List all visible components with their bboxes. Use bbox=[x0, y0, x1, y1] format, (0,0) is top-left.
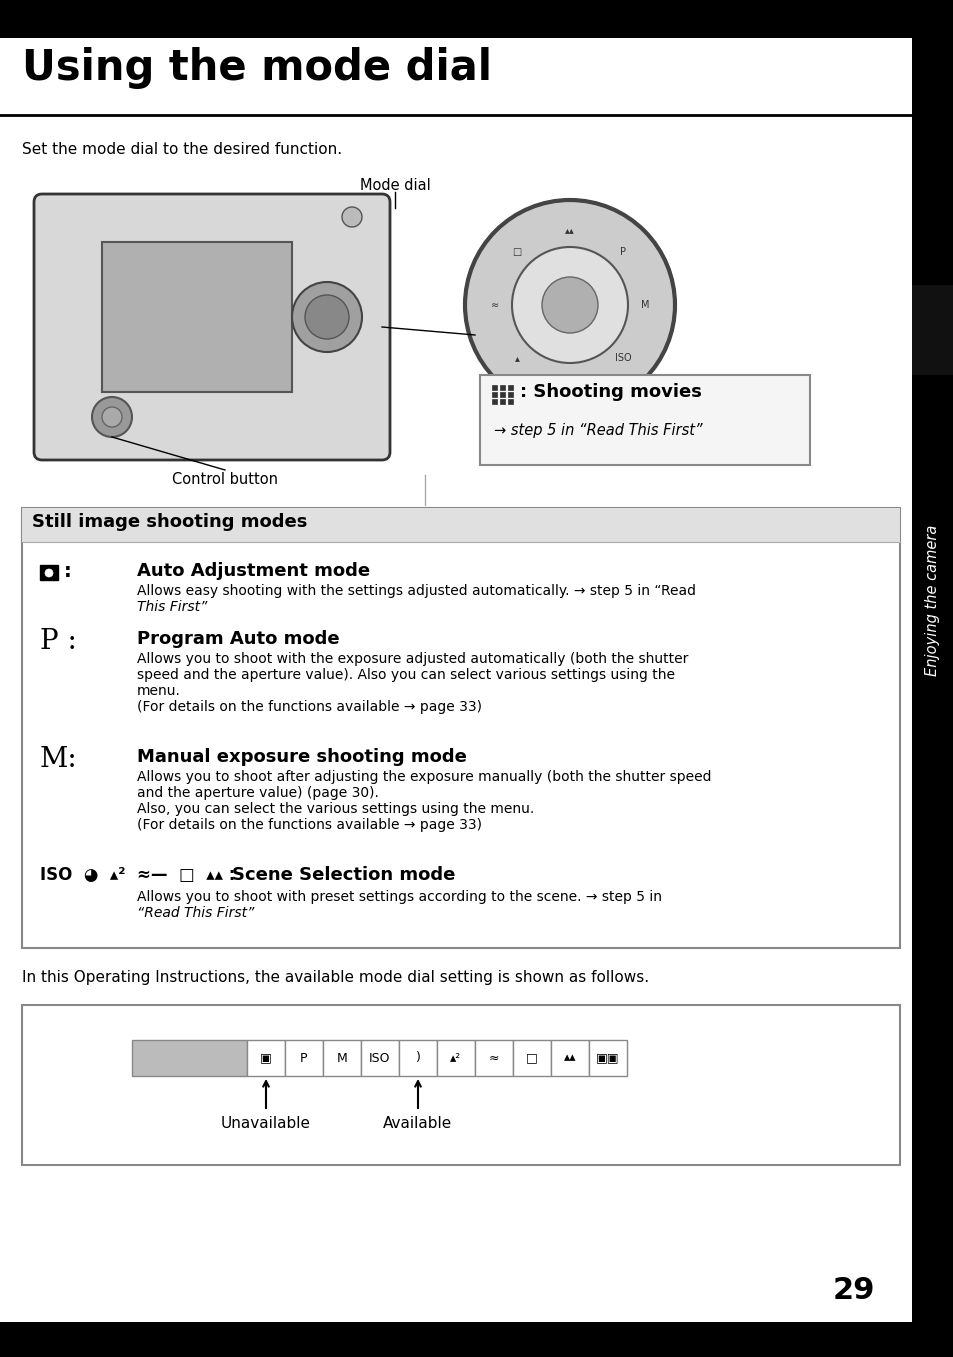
Text: menu.: menu. bbox=[137, 684, 181, 697]
Bar bbox=[492, 392, 497, 398]
Bar bbox=[102, 242, 292, 392]
Text: speed and the aperture value). Also you can select various settings using the: speed and the aperture value). Also you … bbox=[137, 668, 675, 683]
Text: ISO: ISO bbox=[614, 353, 631, 364]
Circle shape bbox=[341, 208, 361, 227]
Text: :: : bbox=[64, 562, 71, 581]
Bar bbox=[911, 0, 953, 1357]
Text: Allows easy shooting with the settings adjusted automatically. → step 5 in “Read: Allows easy shooting with the settings a… bbox=[137, 584, 696, 598]
Text: M: M bbox=[640, 300, 649, 309]
Text: 29: 29 bbox=[832, 1276, 874, 1305]
Circle shape bbox=[292, 282, 361, 351]
Text: P :: P : bbox=[40, 628, 77, 655]
Text: ): ) bbox=[416, 1052, 420, 1064]
Text: This First”: This First” bbox=[137, 600, 207, 613]
Bar bbox=[22, 508, 899, 541]
Bar bbox=[499, 385, 504, 389]
Text: □: □ bbox=[525, 1052, 537, 1064]
Text: Mode dial: Mode dial bbox=[359, 178, 430, 193]
Bar bbox=[499, 392, 504, 398]
Text: (For details on the functions available → page 33): (For details on the functions available … bbox=[137, 818, 481, 832]
Text: Still image shooting modes: Still image shooting modes bbox=[32, 513, 307, 531]
Text: Auto Adjustment mode: Auto Adjustment mode bbox=[137, 562, 370, 579]
Circle shape bbox=[102, 407, 122, 427]
Circle shape bbox=[464, 199, 675, 410]
Bar bbox=[507, 399, 513, 404]
Text: ▴▴: ▴▴ bbox=[563, 1052, 576, 1064]
Text: P: P bbox=[619, 247, 625, 256]
Text: Allows you to shoot with preset settings according to the scene. → step 5 in: Allows you to shoot with preset settings… bbox=[137, 890, 661, 904]
Text: M:: M: bbox=[40, 746, 77, 773]
Text: Allows you to shoot after adjusting the exposure manually (both the shutter spee: Allows you to shoot after adjusting the … bbox=[137, 769, 711, 784]
Text: Set the mode dial to the desired function.: Set the mode dial to the desired functio… bbox=[22, 142, 342, 157]
Text: and the aperture value) (page 30).: and the aperture value) (page 30). bbox=[137, 786, 378, 801]
Text: ▴: ▴ bbox=[514, 353, 518, 364]
Text: Scene Selection mode: Scene Selection mode bbox=[232, 866, 455, 883]
Bar bbox=[492, 385, 497, 389]
Bar bbox=[323, 1039, 360, 1076]
Bar bbox=[0, 0, 953, 38]
Text: : Shooting movies: : Shooting movies bbox=[519, 383, 701, 402]
Bar bbox=[360, 1039, 398, 1076]
Circle shape bbox=[305, 294, 349, 339]
Bar bbox=[551, 1039, 588, 1076]
Text: ≈: ≈ bbox=[491, 300, 498, 309]
Bar bbox=[22, 508, 899, 949]
Text: Also, you can select the various settings using the menu.: Also, you can select the various setting… bbox=[137, 802, 534, 816]
Text: M: M bbox=[336, 1052, 347, 1064]
Text: Unavailable: Unavailable bbox=[221, 1115, 311, 1130]
Bar bbox=[588, 1039, 626, 1076]
Text: ▴²: ▴² bbox=[450, 1052, 461, 1064]
Bar bbox=[247, 1039, 285, 1076]
Bar bbox=[285, 1039, 323, 1076]
Circle shape bbox=[91, 398, 132, 437]
Bar bbox=[513, 1039, 551, 1076]
Text: Available: Available bbox=[383, 1115, 452, 1130]
Text: ▴▴: ▴▴ bbox=[564, 225, 575, 235]
Circle shape bbox=[512, 247, 627, 364]
Bar bbox=[507, 392, 513, 398]
Text: ▣▣: ▣▣ bbox=[596, 1052, 619, 1064]
Bar bbox=[475, 1039, 513, 1076]
Text: In this Operating Instructions, the available mode dial setting is shown as foll: In this Operating Instructions, the avai… bbox=[22, 970, 648, 985]
Text: ≈: ≈ bbox=[488, 1052, 498, 1064]
Text: Manual exposure shooting mode: Manual exposure shooting mode bbox=[137, 748, 466, 765]
Bar bbox=[911, 285, 953, 375]
Text: ▣: ▣ bbox=[260, 1052, 272, 1064]
Text: Allows you to shoot with the exposure adjusted automatically (both the shutter: Allows you to shoot with the exposure ad… bbox=[137, 651, 688, 666]
Text: □: □ bbox=[512, 247, 521, 256]
Text: “Read This First”: “Read This First” bbox=[137, 906, 254, 920]
Text: Enjoying the camera: Enjoying the camera bbox=[924, 524, 940, 676]
Text: (For details on the functions available → page 33): (For details on the functions available … bbox=[137, 700, 481, 714]
Bar bbox=[507, 385, 513, 389]
Bar bbox=[436, 1039, 475, 1076]
Bar bbox=[40, 565, 58, 579]
Text: ISO: ISO bbox=[369, 1052, 391, 1064]
Text: Program Auto mode: Program Auto mode bbox=[137, 630, 339, 649]
Bar bbox=[22, 1006, 899, 1166]
Text: ISO  ◕  ▴²  ≈—  □  ▴▴ :: ISO ◕ ▴² ≈— □ ▴▴ : bbox=[40, 866, 235, 883]
Text: P: P bbox=[300, 1052, 308, 1064]
Bar bbox=[479, 375, 809, 465]
Bar bbox=[132, 1039, 247, 1076]
Bar bbox=[398, 1039, 436, 1076]
Text: → step 5 in “Read This First”: → step 5 in “Read This First” bbox=[494, 423, 702, 438]
Bar bbox=[499, 399, 504, 404]
Circle shape bbox=[45, 569, 53, 577]
Bar bbox=[0, 1322, 953, 1357]
Bar bbox=[492, 399, 497, 404]
FancyBboxPatch shape bbox=[34, 194, 390, 460]
Circle shape bbox=[541, 277, 598, 332]
Text: Control button: Control button bbox=[172, 472, 277, 487]
Text: Using the mode dial: Using the mode dial bbox=[22, 47, 492, 90]
Text: ◕: ◕ bbox=[565, 375, 574, 385]
